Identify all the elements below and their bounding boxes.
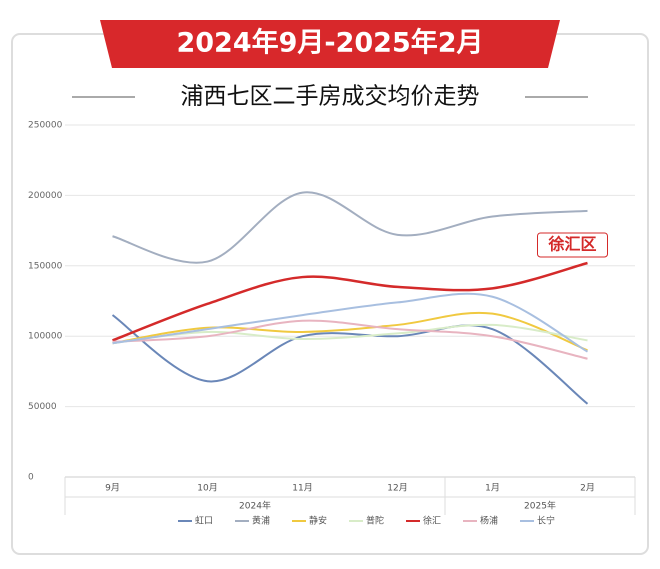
y-tick-label: 150000 — [28, 261, 63, 271]
legend-label: 徐汇 — [423, 515, 441, 527]
y-tick-label: 250000 — [28, 121, 63, 131]
legend-label: 虹口 — [195, 516, 213, 527]
x-tick-label: 2月 — [580, 483, 595, 494]
frame — [11, 33, 649, 555]
x-tick-label: 10月 — [197, 483, 217, 494]
series-line — [112, 319, 588, 360]
series-line — [112, 191, 588, 264]
x-tick-label: 1月 — [485, 483, 500, 494]
x-group-label: 2024年 — [239, 500, 271, 512]
series-line — [112, 261, 588, 342]
legend-label: 杨浦 — [480, 515, 498, 527]
x-group-label: 2025年 — [524, 500, 556, 512]
annotation: 徐汇区 — [547, 234, 596, 253]
legend-label: 静安 — [309, 515, 327, 527]
series-line — [112, 292, 589, 353]
series-line — [112, 311, 588, 352]
legend-label: 长宁 — [537, 515, 555, 527]
annotation-box — [537, 232, 608, 258]
y-tick-label: 50000 — [28, 402, 57, 412]
y-tick-label: 200000 — [28, 191, 63, 201]
x-tick-label: 11月 — [292, 483, 312, 494]
series-line — [111, 314, 589, 405]
x-tick-label: 12月 — [387, 483, 407, 494]
legend-label: 黄浦 — [252, 515, 270, 527]
chart-title: 2024年9月-2025年2月 — [176, 27, 483, 59]
x-tick-label: 9月 — [105, 483, 120, 494]
y-tick-label: 100000 — [28, 332, 63, 342]
title-banner — [100, 20, 560, 68]
chart-subtitle: 浦西七区二手房成交均价走势 — [181, 84, 480, 110]
y-tick-label: 0 — [28, 473, 34, 483]
legend-label: 普陀 — [366, 515, 384, 527]
series-line — [112, 323, 588, 345]
